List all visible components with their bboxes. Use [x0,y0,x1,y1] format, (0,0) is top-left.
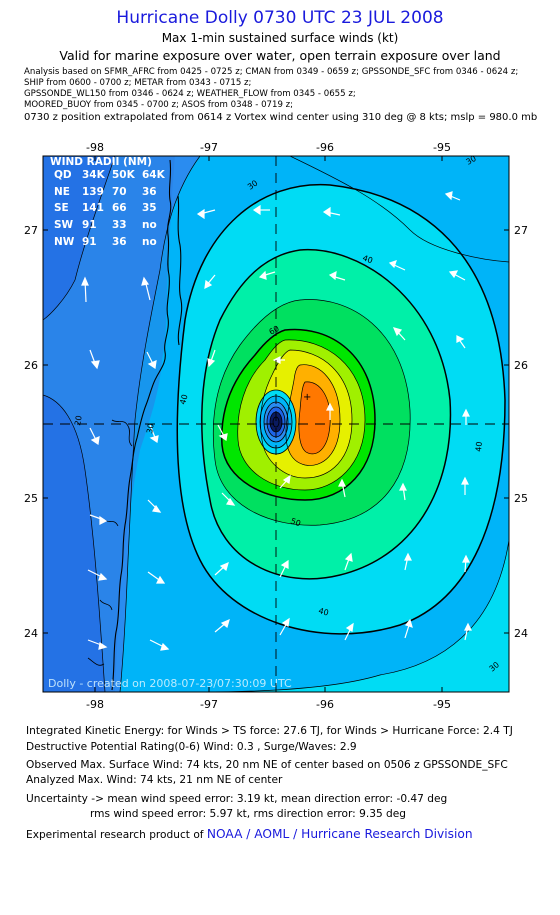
bold-contours [176,183,506,635]
contour-label-40-b: 40 [474,441,484,452]
lon-label-top-98: -98 [86,141,104,154]
wind-radii-sw-34k: 91 [82,219,97,231]
lat-label-right-25: 25 [514,492,528,505]
wind-radii-se-64k: 35 [142,202,157,214]
wind-radii-table: WIND RADII (NM) QD 34K 50K 64K NE 139 70… [50,156,166,248]
thin-contours [43,156,509,692]
wind-radii-nw-64k: no [142,236,157,248]
lat-label-right-26: 26 [514,359,528,372]
lat-label-left-24: 24 [24,627,38,640]
wind-radii-ne-34k: 139 [82,186,104,198]
wind-radii-header-qd: QD [54,169,72,181]
analysis-line-2: SHIP from 0600 - 0700 z; METAR from 0343… [24,78,252,88]
land-area [43,156,175,692]
wind-radii-ne-qd: NE [54,186,70,198]
page-title: Hurricane Dolly 0730 UTC 23 JUL 2008 [116,8,444,28]
contour-label-30-c: 30 [465,154,478,167]
longitude-labels: -98 -97 -96 -95 -98 -97 -96 -95 [86,141,451,710]
wind-radii-nw-50k: 36 [112,236,127,248]
analysis-line-4: MOORED_BUOY from 0345 - 0700 z; ASOS fro… [24,100,294,110]
contour-label-30-a: 30 [145,423,156,435]
wind-radii-ne-50k: 70 [112,186,127,198]
contour-label-50: 50 [289,516,302,528]
map-frame [42,155,510,693]
ike-line: Integrated Kinetic Energy: for Winds > T… [26,725,513,737]
wind-radii-sw-50k: 33 [112,219,127,231]
lat-label-right-27: 27 [514,224,528,237]
lat-label-left-27: 27 [24,224,38,237]
wind-radii-se-qd: SE [54,202,69,214]
lat-label-left-26: 26 [24,359,38,372]
uncertainty-line-2: rms wind speed error: 5.97 kt, rms direc… [90,808,407,820]
lon-label-top-95: -95 [433,141,451,154]
wind-contour-layer: 20 30 30 30 30 40 40 40 40 50 60 + WIND … [43,154,509,692]
axis-ticks [43,156,509,692]
wind-radii-se-50k: 66 [112,202,127,214]
wind-radii-sw-64k: no [142,219,157,231]
wind-radii-nw-qd: NW [54,236,75,248]
eye-rings [255,389,297,455]
wind-radii-title: WIND RADII (NM) [50,156,152,168]
uncertainty-line-1: Uncertainty -> mean wind speed error: 3.… [26,793,448,805]
subtitle-max-winds: Max 1-min sustained surface winds (kt) [161,31,399,45]
lon-label-bottom-98: -98 [86,698,104,710]
analysis-line-1: Analysis based on SFMR_AFRC from 0425 - … [24,67,519,77]
lat-label-left-25: 25 [24,492,38,505]
noaa-aoml-hrd-link[interactable]: NOAA / AOML / Hurricane Research Divisio… [206,827,473,841]
wind-vectors [81,191,472,651]
lon-label-bottom-96: -96 [316,698,334,710]
contour-label-40-c: 40 [317,606,329,617]
wind-radii-nw-34k: 91 [82,236,97,248]
product-credit: Experimental research product of NOAA / … [26,827,473,841]
lon-label-bottom-97: -97 [200,698,218,710]
lon-label-top-96: -96 [316,141,334,154]
wind-band-74kt [298,381,331,454]
wind-radii-se-34k: 141 [82,202,104,214]
map-credit: Dolly - created on 2008-07-23/07:30:09 U… [48,677,292,690]
center-crosshair [43,156,509,692]
wind-radii-sw-qd: SW [54,219,74,231]
subtitle-exposure: Valid for marine exposure over water, op… [59,48,501,63]
wind-field-map: 20 30 30 30 30 40 40 40 40 50 60 + WIND … [24,141,528,710]
lat-label-right-24: 24 [514,627,528,640]
wind-radii-header-64k: 64K [142,169,166,181]
latitude-labels: 27 26 25 24 27 26 25 24 [24,224,528,640]
wind-radii-ne-64k: 36 [142,186,157,198]
contour-label-20: 20 [73,415,84,427]
observed-max-line: Observed Max. Surface Wind: 74 kts, 20 n… [26,759,508,771]
contour-label-40-a: 40 [361,253,374,265]
wind-radii-header-50k: 50K [112,169,136,181]
contour-label-60: 60 [268,324,281,337]
product-prefix: Experimental research product of [26,829,204,841]
contour-label-40-d: 40 [178,393,189,405]
lon-label-top-97: -97 [200,141,218,154]
inland-waters [87,419,133,666]
analysis-line-3: GPSSONDE_WL150 from 0346 - 0624 z; WEATH… [24,89,356,99]
wind-radii-header-34k: 34K [82,169,106,181]
lon-label-bottom-95: -95 [433,698,451,710]
wind-center-line: 0730 z position extrapolated from 0614 z… [24,112,538,123]
coastline [111,159,183,691]
analyzed-max-line: Analyzed Max. Wind: 74 kts, 21 nm NE of … [26,774,283,786]
dpr-line: Destructive Potential Rating(0-6) Wind: … [26,741,357,753]
max-wind-marker: + [303,392,311,403]
